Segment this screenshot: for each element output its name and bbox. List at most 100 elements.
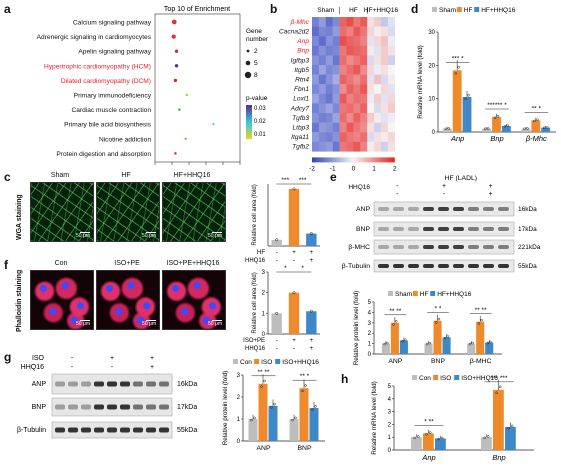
panel-f-label: f	[4, 258, 8, 272]
heatmap-row-label: Loxl1	[293, 96, 309, 103]
category-label: Anp	[421, 453, 435, 462]
data-point	[403, 338, 407, 342]
condition-row-label: HHQ16	[245, 346, 266, 352]
heatmap-cell	[325, 141, 333, 152]
heatmap-cell	[374, 113, 382, 123]
y-axis-label: Relative cell area (fold)	[252, 184, 258, 245]
heatmap-cell	[374, 141, 382, 152]
heatmap-cell	[339, 103, 347, 114]
bar	[531, 120, 541, 132]
blot-band	[146, 427, 156, 433]
blot-band	[378, 227, 389, 231]
protein-barchart-e: 0 1 2 3 4 5 Relative protein level (fold) ANP **…	[353, 291, 502, 365]
condition-mark: -	[71, 364, 74, 371]
heatmap-cell	[367, 132, 375, 142]
blot-row-label: BNP	[32, 404, 47, 411]
data-point	[304, 384, 307, 387]
heatmap-cell	[360, 65, 368, 75]
blot-band	[423, 227, 434, 231]
bar	[482, 128, 492, 132]
blot-band	[468, 245, 479, 249]
scale-bar: 50 μm	[208, 321, 222, 327]
blot-band	[378, 245, 389, 249]
heatmap-cell	[332, 26, 340, 37]
data-point	[464, 97, 467, 100]
blot-band	[468, 207, 479, 211]
heatmap-cell	[374, 36, 382, 46]
legend-size-title: Gene	[246, 28, 262, 35]
bar	[390, 322, 399, 354]
heatmap-row-label: Anp	[296, 38, 309, 45]
blot-band	[438, 227, 449, 231]
scale-bar: 50 μm	[142, 321, 156, 327]
blot-band	[55, 427, 65, 433]
blot-band	[393, 227, 404, 231]
cell-area-barchart-c: Relative cell area (fold)*** ***HF - + +HHQ1…	[245, 177, 320, 264]
heatmap-cell	[353, 26, 361, 37]
heatmap-cell	[374, 93, 382, 104]
wga-image-title: HF	[121, 172, 131, 179]
legend-size-title-2: number	[246, 36, 268, 43]
blot-band	[81, 427, 91, 433]
heatmap-cell	[339, 55, 347, 66]
data-point	[437, 437, 440, 441]
legend-size-dot	[246, 49, 250, 53]
condition-row-label: HHQ16	[245, 258, 266, 264]
data-point	[468, 342, 472, 346]
legend-label: Con	[419, 375, 431, 382]
data-point	[486, 435, 490, 438]
heatmap-cell	[387, 36, 395, 46]
blot-band	[159, 404, 169, 410]
heatmap-cell	[325, 17, 333, 27]
data-point	[270, 406, 273, 409]
blot-band	[483, 227, 494, 231]
y-tick-label: 4	[368, 310, 372, 316]
heatmap-cell	[381, 103, 389, 114]
condition-mark: +	[442, 183, 446, 190]
heatmap-cell	[381, 65, 389, 75]
heatmap-cell	[374, 65, 382, 75]
heatmap-cell	[374, 26, 382, 37]
heatmap-cell	[381, 141, 389, 152]
heatmap-cell	[367, 36, 375, 46]
y-tick-label: 0	[368, 352, 372, 358]
data-point	[383, 342, 386, 346]
legend-swatch	[275, 359, 281, 364]
heatmap-cell	[360, 84, 368, 94]
condition-mark: -	[396, 191, 399, 198]
heatmap-cell	[346, 26, 354, 37]
blot-band	[68, 427, 78, 433]
blot-band	[120, 404, 130, 410]
colorbar-tick: 2	[393, 165, 397, 172]
panel-e-label: e	[330, 170, 337, 184]
heatmap-cell	[318, 113, 326, 123]
wga-micrograph: 50 μm	[96, 182, 160, 242]
pvalue-colorbar	[246, 105, 252, 139]
heatmap-cell	[353, 17, 361, 27]
bar	[248, 419, 258, 441]
molecular-weight: 16kDa	[518, 206, 537, 213]
heatmap-cell	[381, 113, 389, 123]
bar	[435, 438, 446, 450]
heatmap-row-label: Ltbp3	[292, 125, 309, 132]
legend-label: ISO+HHQ16	[282, 359, 319, 366]
heatmap-cell	[360, 122, 368, 133]
enrichment-point	[171, 19, 177, 25]
colorbar-tick: 1	[372, 165, 376, 172]
heatmap-cell	[346, 122, 354, 133]
heatmap-cell	[325, 55, 333, 66]
y-tick-label: 1	[237, 417, 241, 423]
heatmap-cell	[339, 36, 347, 46]
condition-mark: +	[150, 364, 154, 371]
blot-band	[133, 381, 143, 387]
condition-mark: -	[111, 364, 114, 371]
heatmap-column-label: HF	[349, 7, 358, 14]
heatmap-cell	[339, 122, 347, 133]
heatmap-cell	[332, 132, 340, 142]
data-point	[401, 339, 404, 343]
heatmap-cell	[325, 26, 333, 37]
blot-band	[453, 227, 464, 231]
heatmap-cell	[339, 113, 347, 123]
heatmap-cell	[367, 74, 375, 85]
